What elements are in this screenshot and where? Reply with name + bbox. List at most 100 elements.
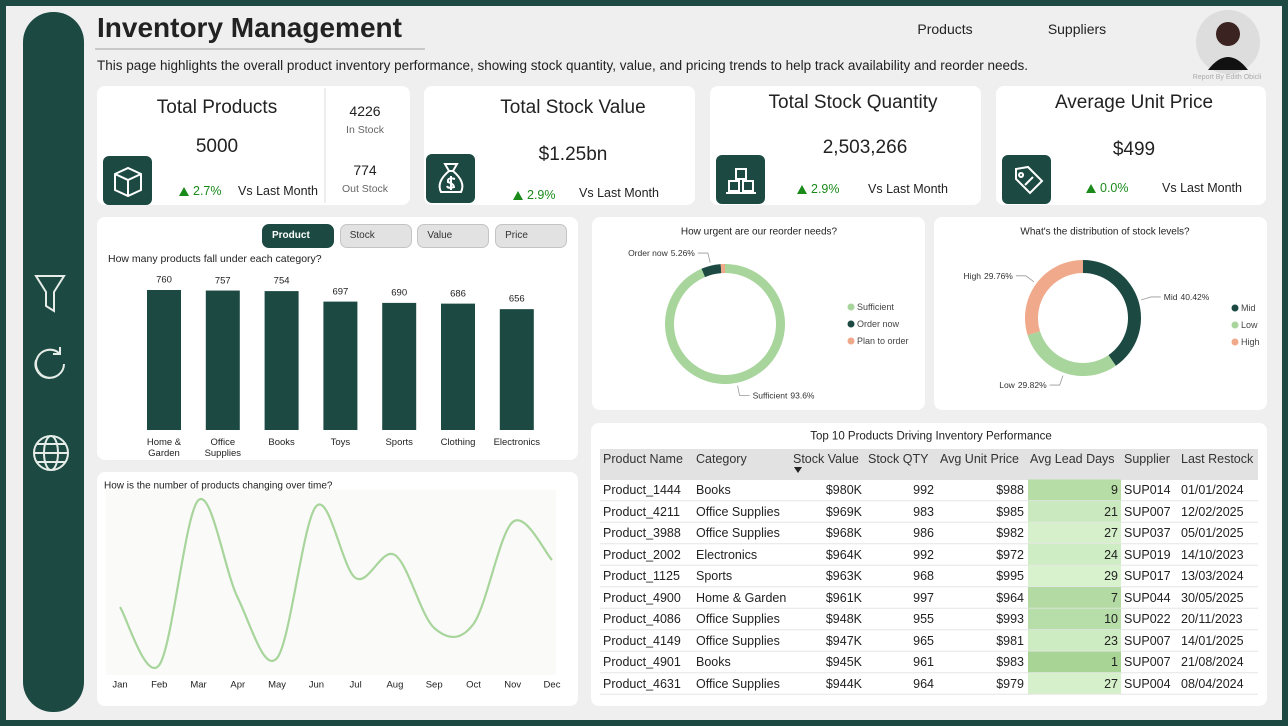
leader-line: [1016, 276, 1034, 282]
kpi-comparison: Vs Last Month: [868, 182, 948, 196]
donut-slice: [702, 264, 722, 277]
breakdown-label: Out Stock: [342, 183, 388, 195]
column-header[interactable]: Avg Lead Days: [1030, 452, 1115, 466]
up-arrow: [1086, 184, 1096, 193]
column-header[interactable]: Stock QTY: [868, 452, 928, 466]
table-cell: Product_4211: [603, 504, 680, 518]
table-cell: $972: [996, 547, 1024, 561]
x-tick-label: Oct: [466, 681, 481, 692]
table-cell: 983: [913, 504, 934, 518]
kpi-value: 2,503,266: [823, 137, 908, 159]
kpi-value: $1.25bn: [539, 144, 608, 166]
data-label: 754: [274, 277, 290, 288]
table-cell: Home & Garden: [696, 590, 786, 604]
x-tick-label: Jan: [112, 681, 127, 692]
table-cell: 997: [913, 590, 934, 604]
up-arrow: [179, 187, 189, 196]
table-cell: 12/02/2025: [1181, 504, 1244, 518]
table-cell: 964: [913, 676, 934, 690]
heat-cell: [1028, 587, 1121, 608]
table-cell: Product_4086: [603, 612, 681, 626]
kpi-title: Total Stock Value: [500, 97, 645, 119]
x-tick-label: Jun: [309, 681, 324, 692]
kpi-title: Average Unit Price: [1055, 92, 1213, 114]
table-cell: SUP044: [1124, 590, 1171, 604]
table-cell: $993: [996, 612, 1024, 626]
column-header[interactable]: Last Restock: [1181, 452, 1253, 466]
nav-link[interactable]: Products: [917, 21, 972, 37]
leader-line: [738, 386, 750, 396]
kpi-comparison: Vs Last Month: [238, 184, 318, 198]
table-cell: Office Supplies: [696, 504, 780, 518]
label-category: High: [964, 271, 982, 281]
label-category: Mid: [1164, 292, 1178, 302]
column-header[interactable]: Stock Value: [793, 452, 859, 466]
refresh-icon[interactable]: [36, 347, 64, 378]
column-header[interactable]: Supplier: [1124, 452, 1170, 466]
table-cell: Books: [696, 655, 731, 669]
heat-cell: [1028, 480, 1121, 501]
donut-slice: [1083, 260, 1141, 366]
x-tick-label: Home & Garden: [134, 437, 194, 459]
page-subtitle: This page highlights the overall product…: [97, 58, 1028, 74]
x-tick-label: Clothing: [428, 437, 488, 448]
table-cell: 13/03/2024: [1181, 569, 1244, 583]
bar: [206, 291, 240, 430]
table-cell: 955: [913, 612, 934, 626]
table-cell: 27: [1104, 526, 1118, 540]
table-cell: SUP007: [1124, 504, 1171, 518]
column-header[interactable]: Product Name: [603, 452, 683, 466]
x-tick-label: Sports: [369, 437, 429, 448]
kpi-comparison: Vs Last Month: [1162, 181, 1242, 195]
x-tick-label: May: [268, 681, 286, 692]
donut-slice: [665, 264, 785, 384]
table-cell: 14/10/2023: [1181, 547, 1244, 561]
label-category: Order now: [628, 248, 669, 258]
data-label: Mid40.42%: [1164, 292, 1210, 302]
data-label: 656: [509, 295, 525, 306]
legend-marker: [848, 304, 855, 311]
table-cell: Books: [696, 483, 731, 497]
legend-label: Mid: [1241, 303, 1256, 313]
table-cell: $944K: [826, 676, 862, 690]
legend-marker: [1232, 322, 1239, 329]
filter-button[interactable]: Stock: [340, 224, 412, 248]
legend-label: Plan to order: [857, 336, 909, 346]
label-category: Sufficient: [753, 391, 788, 401]
x-tick-label: Office Supplies: [193, 437, 253, 459]
table-cell: SUP007: [1124, 633, 1171, 647]
table-cell: $968K: [826, 526, 862, 540]
table-cell: 29: [1104, 569, 1118, 583]
table-cell: $988: [996, 483, 1024, 497]
bar: [441, 304, 475, 430]
table-cell: 20/11/2023: [1181, 612, 1243, 626]
legend-marker: [1232, 339, 1239, 346]
filter-icon[interactable]: [36, 276, 64, 311]
donut-slice: [721, 264, 725, 273]
table-cell: 992: [913, 547, 934, 561]
table-cell: 1: [1111, 655, 1118, 669]
table-cell: Product_1444: [603, 483, 681, 497]
table-cell: $980K: [826, 483, 862, 497]
kpi-value: $499: [1113, 139, 1155, 161]
up-arrow: [797, 185, 807, 194]
breakdown-label: In Stock: [346, 124, 384, 136]
table-cell: 21: [1104, 504, 1118, 518]
filter-button[interactable]: Price: [495, 224, 567, 248]
table-cell: SUP037: [1124, 526, 1171, 540]
table-cell: $982: [996, 526, 1024, 540]
filter-button[interactable]: Value: [417, 224, 489, 248]
table-cell: 27: [1104, 676, 1118, 690]
column-header[interactable]: Category: [696, 452, 747, 466]
table-cell: $985: [996, 504, 1024, 518]
table-cell: 08/04/2024: [1181, 676, 1244, 690]
x-tick-label: Aug: [386, 681, 403, 692]
table-cell: Product_4631: [603, 676, 681, 690]
x-tick-label: Feb: [151, 681, 167, 692]
filter-button[interactable]: Product: [262, 224, 334, 248]
nav-link[interactable]: Suppliers: [1048, 21, 1106, 37]
chart-title: How many products fall under each catego…: [108, 253, 322, 265]
column-header[interactable]: Avg Unit Price: [940, 452, 1019, 466]
kpi-change: 2.9%: [527, 188, 556, 202]
heat-cell: [1028, 652, 1121, 673]
